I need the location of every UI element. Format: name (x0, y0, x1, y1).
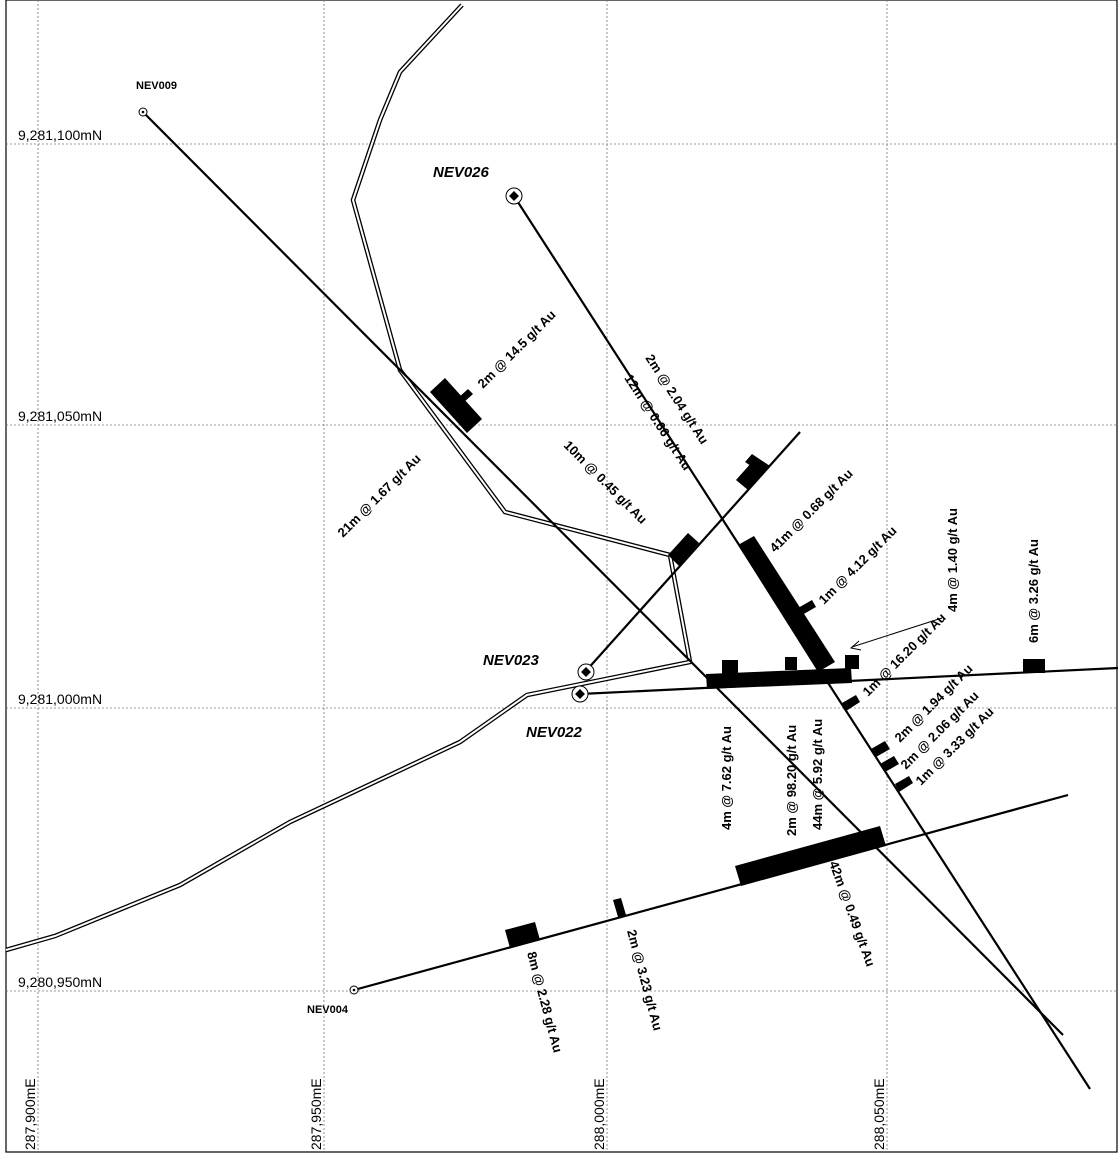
intercept-bar (668, 533, 699, 566)
intercept-bar (845, 655, 859, 669)
intercept-label: 2m @ 14.5 g/t Au (475, 307, 559, 391)
intercept-bar (842, 695, 860, 711)
intercept-label: 6m @ 3.26 g/t Au (1026, 539, 1041, 643)
intercept-label: 4m @ 1.40 g/t Au (945, 508, 960, 612)
easting-label: 287,950mE (308, 1078, 324, 1150)
intercept-bar (722, 660, 738, 674)
nev009-collar-icon (138, 107, 148, 117)
intercept-label: 41m @ 0.68 g/t Au (767, 466, 856, 555)
northing-label: 9,281,050mN (18, 408, 102, 424)
intercept-label: 1m @ 16.20 g/t Au (860, 610, 949, 699)
intercept-label: 2m @ 3.23 g/t Au (624, 928, 665, 1032)
intercept-label: 4m @ 7.62 g/t Au (719, 726, 734, 830)
intercept-label: 10m @ 0.45 g/t Au (561, 438, 650, 527)
intercept-bar (871, 741, 890, 757)
road-track (5, 3, 693, 953)
northing-label: 9,281,000mN (18, 691, 102, 707)
easting-label: 288,000mE (591, 1078, 607, 1150)
northing-label: 9,280,950mN (18, 974, 102, 990)
intercept-label: 42m @ 0.49 g/t Au (826, 859, 878, 969)
collars (138, 107, 595, 995)
easting-label: 287,900mE (22, 1078, 38, 1150)
nev023-collar-icon (577, 663, 595, 681)
intercept-label: 8m @ 2.28 g/t Au (524, 950, 565, 1054)
hole-label-nev004: NEV004 (307, 1004, 349, 1016)
nev022-collar-icon (571, 685, 589, 703)
nev009-trace (142, 111, 1064, 1036)
intercept-label: 44m @ 5.92 g/t Au (810, 719, 825, 830)
nev004-trace (353, 793, 1069, 992)
intercept-bar (613, 898, 626, 917)
map-frame (5, 0, 1118, 1153)
intercept-bar (895, 776, 913, 792)
intercept-bar (880, 756, 899, 772)
intercept-bar (745, 454, 770, 474)
easting-label: 288,050mE (871, 1078, 887, 1150)
intercept-bar (706, 668, 852, 689)
hole-label-nev009: NEV009 (136, 80, 177, 92)
leader-arrow (849, 617, 943, 651)
intercept-bar (505, 922, 540, 948)
intercept-bar (785, 657, 797, 670)
hole-label-nev026: NEV026 (433, 164, 490, 181)
intercept-label: 21m @ 1.67 g/t Au (335, 451, 424, 540)
hole-label-nev022: NEV022 (526, 724, 583, 741)
intercept-label: 2m @ 98.20 g/t Au (784, 725, 799, 836)
nev026-collar-icon (505, 187, 523, 205)
intercept-bar (735, 826, 886, 886)
nev004-collar-icon (349, 985, 359, 995)
northing-label: 9,281,100mN (18, 127, 102, 143)
intercept-bar (430, 378, 482, 433)
hole-label-nev023: NEV023 (483, 652, 540, 669)
intercept-bar (458, 389, 473, 403)
intercept-bar (798, 600, 816, 615)
intercept-bar (1023, 659, 1045, 673)
intercept-bar (738, 536, 835, 672)
intercept-bars (430, 378, 1045, 948)
